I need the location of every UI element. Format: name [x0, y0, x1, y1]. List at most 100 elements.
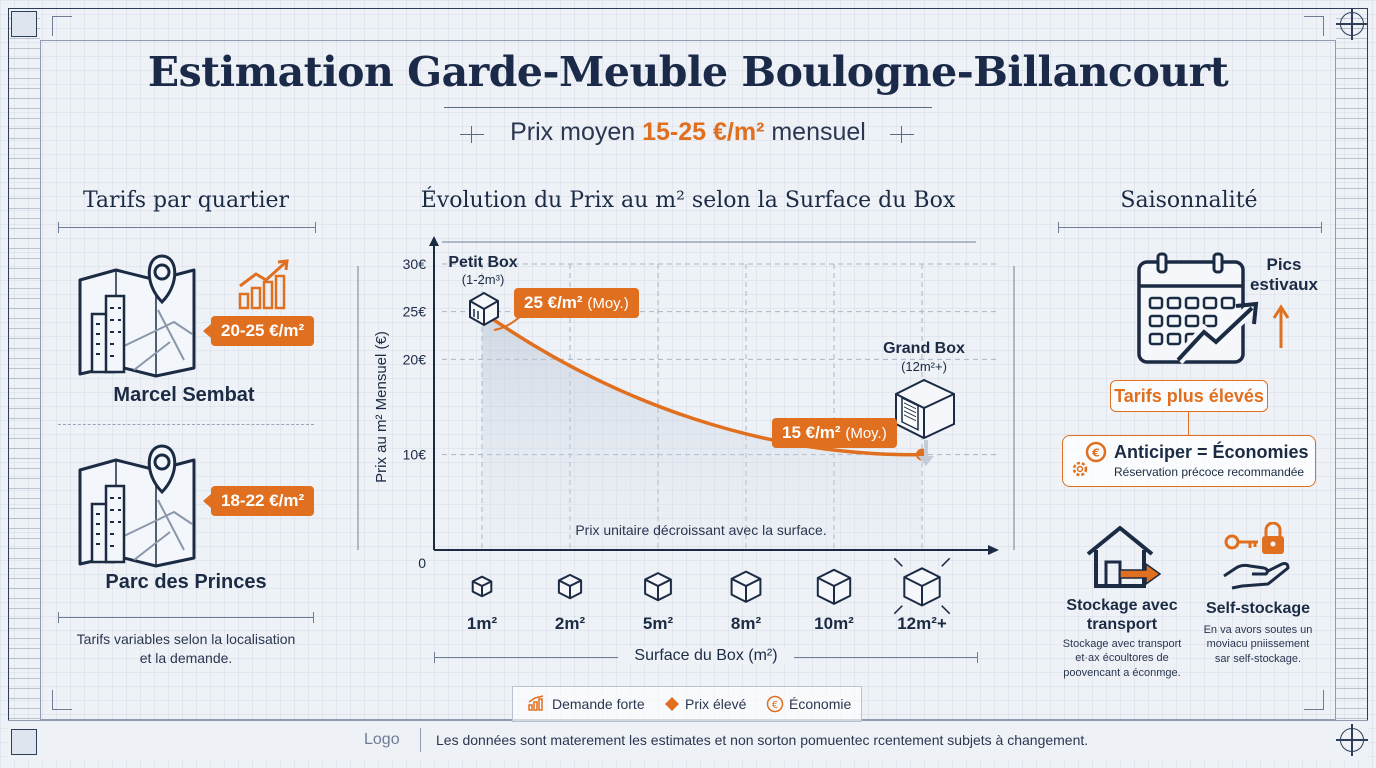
cube-edges	[817, 577, 851, 604]
footer-logo: Logo	[364, 731, 400, 748]
dimension-line	[1058, 222, 1322, 233]
up-arrow-icon	[1272, 304, 1290, 348]
district-price-tag: 20-25 €/m²	[202, 316, 315, 346]
expand-arrow	[893, 557, 903, 567]
expand-arrow	[893, 605, 903, 615]
subtitle-suffix: mensuel	[764, 118, 866, 146]
frame-ruler-right	[1336, 8, 1368, 760]
house-transport-icon	[1086, 526, 1162, 588]
cube-edges	[558, 579, 582, 599]
page-subtitle: Prix moyen 15-25 €/m² mensuel	[0, 118, 1376, 147]
y-tick-label: 30€	[403, 256, 427, 272]
rising-bars-icon	[238, 259, 289, 310]
svg-text:€: €	[772, 700, 778, 711]
cube-edges	[731, 577, 761, 602]
chart-title: Évolution du Prix au m² selon la Surface…	[420, 188, 956, 213]
crosshair-icon	[1336, 724, 1368, 756]
peak-label: Pics estivaux	[1238, 255, 1330, 296]
size-label: 1m²	[466, 614, 498, 633]
connector-line	[1188, 412, 1189, 436]
right-panel-title: Saisonnalité	[1120, 188, 1258, 213]
corner-bracket	[1304, 690, 1324, 710]
page-title: Estimation Garde-Meuble Boulogne-Billanc…	[147, 48, 1229, 96]
expand-arrow	[941, 605, 951, 615]
size-label: 5m²	[642, 614, 674, 633]
service-desc-line: sar self-stockage.	[1214, 652, 1302, 665]
cube-edges	[472, 580, 492, 597]
large-box-title: Grand Box	[883, 340, 965, 357]
section-divider	[58, 424, 314, 425]
left-panel-title: Tarifs par quartier	[82, 188, 290, 213]
dimension-line	[58, 222, 316, 233]
peak-label-line: estivaux	[1249, 275, 1319, 295]
tick-mark-decoration	[460, 126, 484, 143]
service-desc-line: En va avors soutes un	[1203, 624, 1313, 636]
x-axis-label: Surface du Box (m²)	[618, 647, 794, 665]
district-map-icon	[78, 254, 196, 378]
small-box-title: Petit Box	[448, 254, 517, 271]
service-title: Stockage avec transport	[1060, 596, 1184, 634]
footer-bar	[8, 720, 1368, 760]
corner-bracket	[1304, 16, 1324, 36]
left-panel-note: Tarifs variables selon la localisation et…	[58, 630, 314, 668]
anticipate-subtitle: Réservation précoce recommandée	[1114, 465, 1305, 479]
district-name: Parc des Princes	[105, 571, 267, 593]
size-cube-icon	[893, 557, 951, 615]
corner-marker-icon	[11, 729, 37, 755]
size-label: 2m²	[554, 614, 586, 633]
small-box-size: (1-2m³)	[462, 272, 505, 287]
corner-marker-icon	[11, 11, 37, 37]
legend-label: Demande forte	[552, 696, 645, 712]
calendar-icon	[1137, 252, 1259, 364]
small-box-price-tag: 25 €/m² (Moy.)	[514, 288, 639, 318]
large-box-price-tag: 15 €/m² (Moy.)	[772, 418, 897, 448]
dimension-line	[58, 612, 314, 623]
corner-bracket	[52, 690, 72, 710]
chart-caption: Prix unitaire décroissant avec la surfac…	[575, 522, 826, 538]
size-cube-icon	[471, 575, 493, 598]
legend-label: Économie	[789, 696, 852, 712]
chart-legend	[512, 686, 862, 722]
service-desc-line: poovencant a éconmge.	[1063, 666, 1181, 679]
frame-ruler-left	[8, 8, 40, 760]
anticipate-title: Anticiper = Économies	[1114, 442, 1309, 462]
service-title: Self-stockage	[1205, 600, 1311, 617]
curve-shaded-area	[482, 311, 922, 550]
peak-label-line: Pics	[1266, 255, 1302, 274]
corner-bracket	[52, 16, 72, 36]
large-box-price: 15 €/m²	[782, 423, 841, 442]
size-cube-icon	[730, 570, 762, 603]
crosshair-icon	[1336, 8, 1368, 40]
higher-rates-badge: Tarifs plus élevés	[1110, 380, 1268, 412]
service-title-line: transport	[1086, 616, 1158, 634]
size-label: 10m²	[814, 614, 854, 633]
subtitle-prefix: Prix moyen	[510, 118, 643, 146]
note-line: Tarifs variables selon la localisation	[76, 631, 296, 647]
size-cube-icon	[644, 572, 672, 602]
service-desc-line: Stockage avec transport	[1062, 638, 1182, 650]
district-map-icon	[78, 444, 196, 568]
service-description: En va avors soutes un moviacu pniissement…	[1190, 623, 1326, 666]
service-desc-line: et·ax écoultores de	[1075, 652, 1169, 665]
y-tick-label: 25€	[403, 304, 427, 320]
y-axis-arrow	[429, 236, 439, 246]
x-axis-arrow	[988, 545, 999, 555]
y-tick-label: 20€	[403, 351, 427, 367]
title-underline	[444, 107, 932, 108]
down-arrow-icon	[918, 440, 934, 466]
y-tick-label: 0	[418, 555, 426, 571]
large-box-size: (12m²+)	[901, 359, 947, 374]
cube-edges	[644, 578, 672, 601]
note-line: et la demande.	[139, 649, 233, 666]
subtitle-price-range: 15-25 €/m²	[642, 118, 765, 146]
y-axis-label: Prix au m² Mensuel (€)	[373, 331, 390, 483]
legend-label: Prix élevé	[685, 696, 747, 712]
expand-arrow	[941, 557, 951, 567]
district-price-tag: 18-22 €/m²	[202, 486, 315, 516]
size-cube-icon	[557, 573, 583, 600]
district-name: Marcel Sembat	[113, 384, 255, 406]
service-desc-line: moviacu pniissement	[1206, 638, 1310, 651]
gears-savings-icon: €	[1072, 441, 1107, 477]
small-box-moy: (Moy.)	[587, 295, 629, 312]
y-tick-label: 10€	[403, 447, 427, 463]
